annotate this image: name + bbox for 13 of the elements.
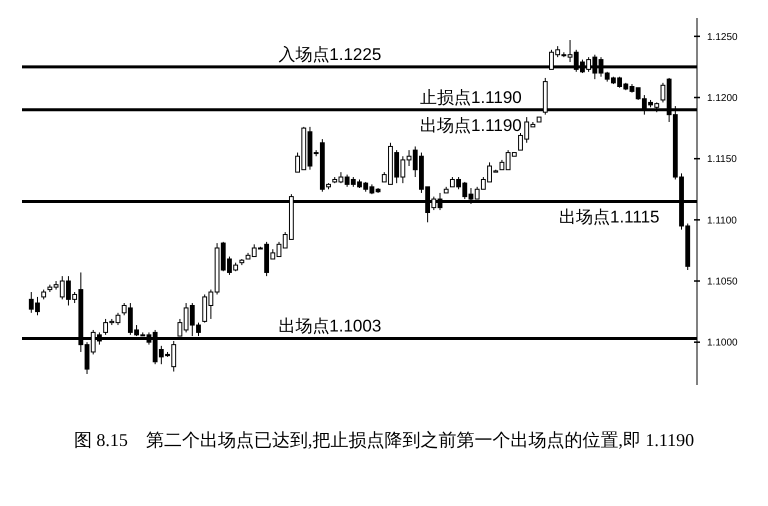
y-tick-label: 1.1250 [707,32,738,43]
ref-line-label: 入场点1.1225 [278,44,382,64]
candlestick [41,289,46,300]
text: 图 8.15 第二个出场点已达到,把止损点降到之前第一个出场点的位置,即 1.1190 [74,430,694,450]
y-tick-label: 1.1150 [707,154,738,166]
ref-line-label: 出场点1.1115 [559,208,660,226]
annotation: 出场点1.1190 [420,116,522,135]
y-tick-label: 1.1050 [707,276,738,288]
ref-line-label: 出场点1.1003 [278,316,382,336]
y-tick-label: 1.1000 [707,338,738,349]
y-tick-label: 1.1100 [707,215,738,226]
y-tick-label: 1.1200 [707,93,738,104]
ref-line-label: 止损点1.1190 [420,88,522,107]
